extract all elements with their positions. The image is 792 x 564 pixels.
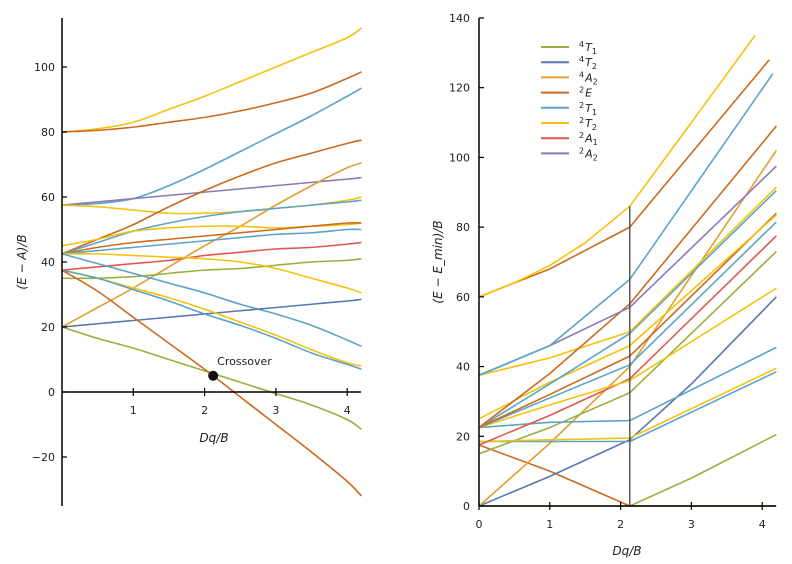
left-series-2E-19 xyxy=(61,269,363,497)
right-series-2A1-8 xyxy=(478,235,777,446)
legend-entry-4A2: 4A2 xyxy=(541,70,598,86)
legend-entry-2T2: 2T2 xyxy=(541,116,597,132)
right-y-tick-label: 100 xyxy=(449,151,470,164)
left-series-4T1-12 xyxy=(61,257,362,280)
left-series-2T2-0 xyxy=(61,27,362,133)
right-series-2T2-6 xyxy=(478,367,777,443)
left-series-2A2-3 xyxy=(61,176,362,206)
legend-entry-4T1: 4T1 xyxy=(541,40,597,56)
legend-entry-2A1: 2A1 xyxy=(541,131,598,147)
crossover-label: Crossover xyxy=(217,355,272,368)
left-y-tick-label: 40 xyxy=(41,256,55,269)
right-y-label: (E − E_min)/B xyxy=(431,220,445,303)
right-series-2T1-10 xyxy=(478,221,777,429)
left-y-tick-label: 0 xyxy=(48,386,55,399)
legend-entry-4T2: 4T2 xyxy=(541,55,597,71)
left-series-2T2-16 xyxy=(61,269,362,367)
right-series-2E-11 xyxy=(478,212,777,429)
legend-label: 4T2 xyxy=(579,55,597,71)
left-series-4A2-6 xyxy=(61,162,362,328)
left-plot: −20 0 20 40 60 80 100 1 2 3 4 Crossover Dq/B (E − … xyxy=(15,18,363,506)
right-series-2E-18 xyxy=(478,59,770,298)
left-series-group xyxy=(61,27,363,497)
right-y-tick-label: 120 xyxy=(449,82,470,95)
legend-label: 2A2 xyxy=(579,146,598,162)
left-series-2E-1 xyxy=(61,71,362,133)
left-y-tick-label: 60 xyxy=(41,191,55,204)
left-series-2T1-7 xyxy=(61,199,362,255)
left-y-tick-label: 80 xyxy=(41,126,55,139)
left-ticks: −20 0 20 40 60 80 100 1 2 3 4 xyxy=(32,61,351,464)
left-x-tick-label: 4 xyxy=(344,404,351,417)
right-y-tick-label: 60 xyxy=(456,291,470,304)
left-series-2T1-17 xyxy=(61,269,362,371)
right-series-2A2-16 xyxy=(478,165,777,377)
legend-entry-2E: 2E xyxy=(541,86,592,100)
right-y-tick-label: 40 xyxy=(456,361,470,374)
left-x-label: Dq/B xyxy=(199,431,228,445)
right-y-tick-label: 80 xyxy=(456,221,470,234)
right-series-2T1-7 xyxy=(478,346,777,429)
left-series-2T1-2 xyxy=(61,87,362,206)
right-series-group xyxy=(478,34,778,507)
right-plot: 0 20 40 60 80 100 120 140 0 1 2 3 4 Dq/B (E − E_min)… xyxy=(431,12,778,558)
legend-label: 4A2 xyxy=(579,70,598,86)
left-x-tick-label: 3 xyxy=(272,404,279,417)
right-series-2T2-9 xyxy=(478,287,777,429)
right-y-tick-label: 20 xyxy=(456,430,470,443)
left-x-tick-label: 1 xyxy=(130,404,137,417)
right-x-tick-label: 1 xyxy=(546,518,553,531)
right-x-tick-label: 0 xyxy=(476,518,483,531)
right-x-tick-label: 3 xyxy=(688,518,695,531)
left-series-4T1-18 xyxy=(61,326,362,431)
left-y-tick-label: 100 xyxy=(34,61,55,74)
right-y-tick-label: 0 xyxy=(463,500,470,513)
left-series-4T2-15 xyxy=(61,298,362,328)
right-series-2T2-19 xyxy=(478,34,756,298)
right-x-tick-label: 4 xyxy=(759,518,766,531)
left-y-label: (E − A)/B xyxy=(15,234,29,289)
crossover-marker xyxy=(208,370,219,381)
legend-label: 2E xyxy=(579,86,592,100)
left-series-2A1-11 xyxy=(61,241,362,271)
right-ticks: 0 20 40 60 80 100 120 140 0 1 2 3 4 xyxy=(449,12,766,531)
left-series-2T2-13 xyxy=(61,252,362,294)
right-x-label: Dq/B xyxy=(612,544,641,558)
left-y-tick-label: −20 xyxy=(32,451,55,464)
legend-label: 4T1 xyxy=(579,40,597,56)
left-y-tick-label: 20 xyxy=(41,321,55,334)
left-series-2T2-8 xyxy=(61,222,362,247)
right-series-4T2-2 xyxy=(478,296,777,507)
right-series-2T1-13 xyxy=(478,189,777,429)
right-series-4T1-0 xyxy=(479,433,777,507)
left-series-2E-9 xyxy=(61,221,362,255)
legend-label: 2T1 xyxy=(579,101,597,117)
right-series-4A2-3 xyxy=(478,149,778,507)
left-series-2T1-10 xyxy=(61,228,362,255)
legend-entry-2T1: 2T1 xyxy=(541,101,597,117)
right-series-2E-1 xyxy=(478,444,777,507)
right-series-2T1-17 xyxy=(478,73,774,377)
right-x-tick-label: 2 xyxy=(617,518,624,531)
legend-entry-2A2: 2A2 xyxy=(541,146,598,162)
right-series-2E-15 xyxy=(478,125,777,429)
right-series-2T1-5 xyxy=(479,371,777,443)
left-series-2E-5 xyxy=(61,139,362,255)
right-series-2T2-14 xyxy=(478,186,777,377)
legend-label: 2T2 xyxy=(579,116,597,132)
legend-label: 2A1 xyxy=(579,131,598,147)
left-series-2T1-14 xyxy=(61,253,362,348)
right-y-tick-label: 140 xyxy=(449,12,470,25)
left-x-tick-label: 2 xyxy=(201,404,208,417)
